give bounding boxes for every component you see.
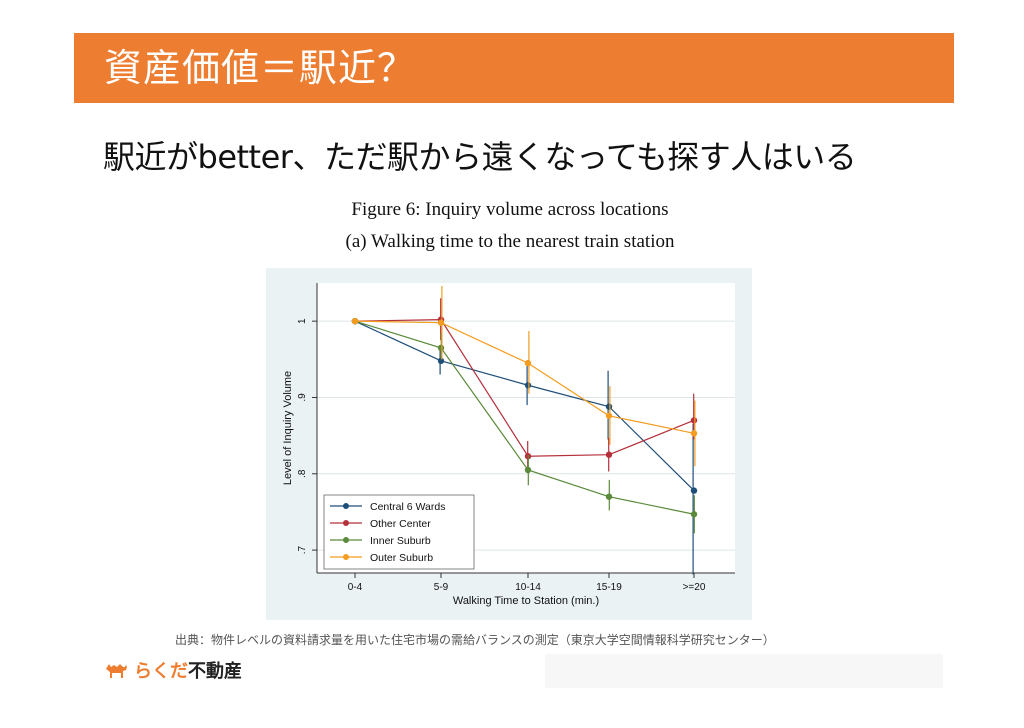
y-tick-label: .8 [297,469,308,478]
x-tick-label: 10-14 [515,582,541,593]
chart-panel: .7 .8 .9 1 0-4 5-9 10-14 15-19 >=20 Central 6 Wa… [266,268,752,620]
axes: .7 .8 .9 1 0-4 5-9 10-14 15-19 >=20 [297,283,735,593]
line-chart: .7 .8 .9 1 0-4 5-9 10-14 15-19 >=20 Central 6 Wa… [266,268,752,620]
y-tick-label: .7 [297,545,308,554]
legend-swatch-dot [343,503,349,509]
data-point [524,359,532,367]
data-point [437,344,445,352]
data-point [437,319,445,326]
y-tick-label: 1 [297,318,308,324]
legend-label: Other Center [370,518,431,530]
data-point [690,511,698,518]
x-tick-label: 15-19 [596,582,622,593]
slide-title: 資産価値＝駅近？ [104,46,417,90]
logo-kana: らくだ [134,661,188,682]
brand-logo: らくだ 不動産 [104,659,242,682]
camel-icon [106,664,127,678]
logo-kanji: 不動産 [188,661,242,682]
y-tick-label: .9 [297,393,308,402]
figure-title: Figure 6: Inquiry volume across location… [351,199,669,220]
x-axis-label: Walking Time to Station (min.) [453,595,599,607]
data-point [524,466,532,474]
series-group [351,286,698,575]
legend-swatch-dot [343,520,349,526]
y-axis-label: Level of Inquiry Volume [282,371,294,485]
legend-label: Outer Suburb [370,552,433,564]
data-point [351,317,359,325]
x-tick-label: 0-4 [348,582,363,593]
data-point [605,451,613,458]
title-bar: 資産価値＝駅近？ [74,33,954,103]
data-point [605,403,613,410]
data-point [437,357,445,365]
figure-subtitle: (a) Walking time to the nearest train st… [345,231,675,252]
footer-box [545,654,943,688]
legend-label: Inner Suburb [370,535,431,547]
slide-subtitle: 駅近がbetter、ただ駅から遠くなっても探す人はいる [103,138,857,176]
legend-label: Central 6 Wards [370,501,445,513]
data-point [605,493,613,500]
legend-swatch-dot [343,554,349,560]
data-point [690,430,698,437]
legend-swatch-dot [343,537,349,543]
data-point [605,412,613,419]
x-tick-label: >=20 [683,582,706,593]
data-point [524,382,532,389]
x-tick-label: 5-9 [434,582,449,593]
source-note: 出典：物件レベルの資料請求量を用いた住宅市場の需給バランスの測定（東京大学空間情… [175,633,775,647]
legend: Central 6 Wards Other Center Inner Suburb O… [323,494,475,570]
data-point [690,417,698,424]
data-point [690,487,698,494]
